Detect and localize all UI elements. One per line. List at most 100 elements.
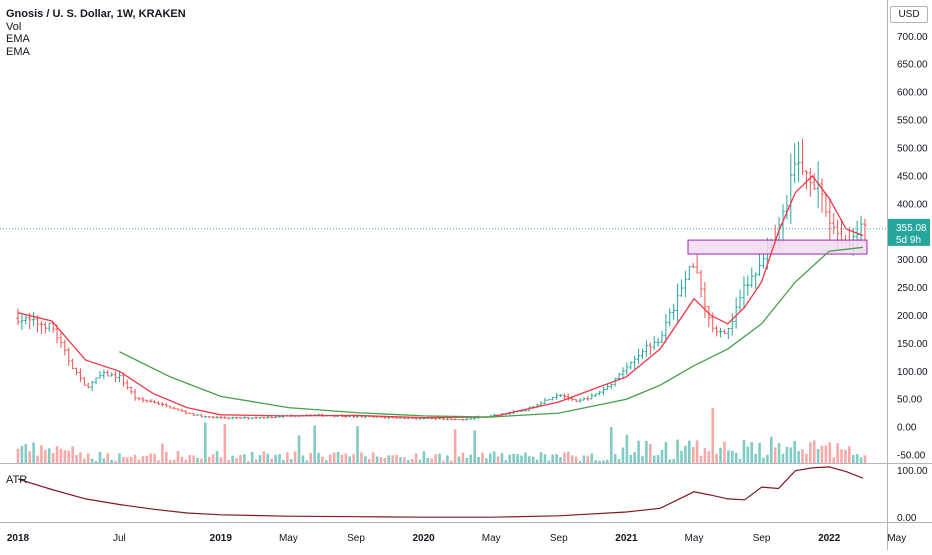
volume-bar bbox=[278, 454, 281, 463]
volume-bar bbox=[301, 455, 305, 463]
volume-bar bbox=[848, 446, 851, 463]
volume-bar bbox=[379, 457, 383, 463]
last-price-countdown: 5d 9h bbox=[896, 235, 921, 246]
volume-bar bbox=[621, 447, 625, 463]
last-price-tag-box bbox=[888, 218, 930, 246]
volume-bar bbox=[563, 452, 566, 463]
legend-ema-1[interactable]: EMA bbox=[6, 33, 30, 45]
volume-bar bbox=[598, 460, 601, 463]
atr-axis[interactable]: 100.00 0.00 bbox=[897, 466, 928, 524]
volume-bar bbox=[418, 459, 422, 463]
volume-bar bbox=[403, 457, 406, 463]
volume-bar bbox=[836, 443, 839, 463]
volume-bar bbox=[340, 454, 344, 463]
volume-bar bbox=[125, 457, 129, 463]
time-tick-label: May bbox=[685, 533, 704, 544]
volume-bar bbox=[613, 453, 617, 463]
volume-bar bbox=[51, 453, 55, 463]
volume-bar bbox=[360, 452, 363, 463]
volume-bar bbox=[47, 448, 51, 463]
atr-tick-label: 0.00 bbox=[897, 513, 917, 524]
volume-bar bbox=[266, 453, 270, 463]
atr-series bbox=[17, 466, 864, 518]
symbol-title[interactable]: Gnosis / U. S. Dollar, 1W, KRAKEN bbox=[6, 8, 186, 20]
volume-bar bbox=[840, 449, 843, 463]
volume-bar bbox=[742, 439, 746, 463]
volume-bar bbox=[688, 440, 691, 463]
volume-bar bbox=[246, 460, 250, 463]
volume-bar bbox=[28, 451, 32, 463]
support-zone-rect[interactable] bbox=[687, 239, 868, 255]
volume-bar bbox=[16, 448, 20, 463]
volume-bar bbox=[348, 456, 352, 463]
volume-bar bbox=[141, 456, 145, 463]
volume-bar bbox=[524, 452, 527, 463]
volume-bar bbox=[703, 448, 707, 463]
volume-bar bbox=[86, 453, 90, 463]
time-axis[interactable]: 2018 Jul 2019 May Sep 2020 May Sep 2021 May Sep 202… bbox=[7, 533, 906, 544]
volume-bar bbox=[461, 452, 465, 463]
price-axis[interactable]: 700.00 650.00 600.00 550.00 500.00 450.00 400.… bbox=[897, 32, 928, 462]
volume-bar bbox=[652, 455, 656, 463]
volume-bar bbox=[71, 446, 74, 463]
atr-legend[interactable]: ATR bbox=[6, 474, 28, 486]
volume-bar bbox=[172, 459, 176, 463]
price-bars-series bbox=[16, 138, 867, 421]
volume-bar bbox=[676, 439, 679, 463]
volume-bar bbox=[75, 455, 78, 463]
volume-bar bbox=[399, 457, 402, 463]
volume-bar bbox=[453, 429, 457, 463]
volume-bar bbox=[520, 455, 523, 463]
price-tick-label: 0.00 bbox=[897, 423, 917, 434]
volume-bar bbox=[695, 440, 699, 463]
volume-bar bbox=[485, 458, 488, 463]
volume-bar bbox=[832, 457, 836, 463]
volume-bar bbox=[133, 454, 137, 463]
time-tick-label: Sep bbox=[753, 533, 771, 544]
atr-tick-label: 100.00 bbox=[897, 466, 928, 477]
volume-bar bbox=[426, 457, 430, 463]
volume-bar bbox=[574, 456, 578, 463]
volume-bar bbox=[375, 456, 379, 463]
volume-bar bbox=[590, 453, 594, 463]
volume-bar bbox=[438, 453, 441, 463]
volume-bar bbox=[219, 457, 223, 463]
volume-bar bbox=[270, 458, 273, 463]
volume-bar bbox=[59, 448, 63, 463]
ema-lines bbox=[17, 174, 864, 419]
volume-bar bbox=[844, 450, 847, 463]
volume-bar bbox=[383, 458, 387, 463]
volume-bar bbox=[289, 459, 293, 463]
volume-bar bbox=[645, 440, 648, 463]
legend-ema-2[interactable]: EMA bbox=[6, 45, 30, 58]
currency-button[interactable]: USD bbox=[890, 6, 928, 23]
price-tick-label: 400.00 bbox=[897, 199, 928, 210]
volume-bar bbox=[727, 450, 730, 463]
volume-bar bbox=[44, 450, 47, 463]
volume-bar bbox=[231, 455, 234, 463]
volume-bar bbox=[812, 440, 816, 463]
volume-bar bbox=[356, 426, 359, 463]
highlight-zone[interactable] bbox=[687, 239, 868, 255]
volume-bar bbox=[20, 445, 24, 463]
volume-bar bbox=[660, 449, 664, 463]
volume-bar bbox=[715, 453, 718, 463]
ema-fast-line bbox=[17, 174, 864, 419]
volume-bar bbox=[719, 447, 722, 463]
volume-bar bbox=[828, 442, 832, 463]
volume-bar bbox=[282, 459, 285, 463]
price-tick-label: 700.00 bbox=[897, 32, 928, 43]
volume-bar bbox=[387, 455, 391, 463]
price-tick-label: 600.00 bbox=[897, 88, 928, 99]
volume-bar bbox=[313, 425, 316, 463]
volume-bar bbox=[859, 457, 863, 463]
volume-bar bbox=[863, 455, 867, 463]
volume-bar bbox=[594, 460, 597, 463]
volume-bar bbox=[395, 454, 398, 463]
price-tick-label: 50.00 bbox=[897, 395, 922, 406]
legend-volume[interactable]: Vol bbox=[6, 20, 22, 33]
volume-bar bbox=[723, 441, 726, 463]
chart-legend: Gnosis / U. S. Dollar, 1W, KRAKEN Vol EM… bbox=[6, 8, 186, 58]
